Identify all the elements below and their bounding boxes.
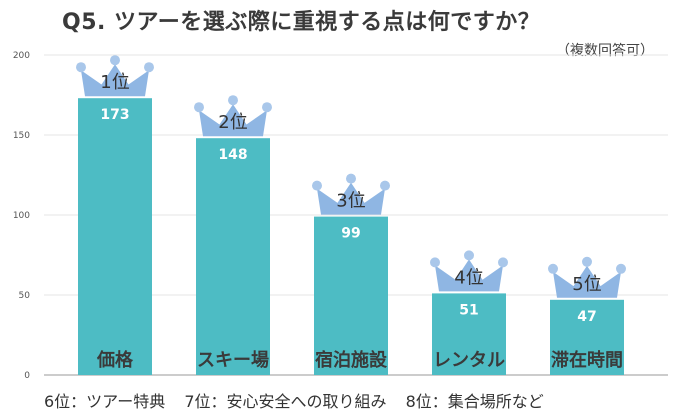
y-tick-label-200: 200 (13, 51, 30, 61)
y-tick-label-150: 150 (13, 131, 30, 141)
bar-2 (196, 138, 270, 375)
rank-label-5: 5位 (572, 274, 601, 295)
rank-crown-icon-2 (194, 95, 272, 137)
footnote-item-8: 8位：集合場所など (405, 392, 544, 411)
bar-3 (314, 216, 388, 375)
category-label-5: 滞在時間 (551, 349, 623, 371)
footnote-item-6: 6位：ツアー特典 (44, 392, 166, 411)
rank-crown-icon-5 (548, 256, 626, 298)
y-tick-label-100: 100 (13, 211, 30, 221)
category-label-3: 宿泊施設 (315, 349, 388, 371)
bar-4 (432, 293, 506, 375)
bar-5 (550, 299, 624, 375)
chart-title: Q5. ツアーを選ぶ際に重視する点は何ですか？ (62, 10, 541, 35)
footnote: 6位：ツアー特典 7位：安心安全への取り組み 8位：集合場所など (44, 388, 558, 412)
rank-label-2: 2位 (218, 112, 247, 133)
y-tick-label-0: 0 (24, 371, 30, 381)
category-label-1: 価格 (96, 349, 134, 371)
rank-label-1: 1位 (100, 72, 129, 93)
rank-crown-icon-4 (430, 250, 508, 292)
value-label-1: 173 (100, 107, 129, 123)
bar-1 (78, 98, 152, 375)
y-tick-label-50: 50 (19, 291, 31, 301)
footnote-item-7: 7位：安心安全への取り組み (184, 392, 387, 411)
value-label-2: 148 (218, 147, 247, 163)
category-label-4: レンタル (433, 350, 505, 371)
category-label-2: スキー場 (197, 350, 269, 371)
rank-label-3: 3位 (336, 191, 365, 212)
value-label-5: 47 (577, 309, 596, 325)
value-label-4: 51 (459, 302, 478, 318)
rank-crown-icon-1 (76, 55, 154, 97)
rank-label-4: 4位 (454, 267, 483, 288)
rank-crown-icon-3 (312, 173, 390, 215)
value-label-3: 99 (341, 226, 360, 242)
